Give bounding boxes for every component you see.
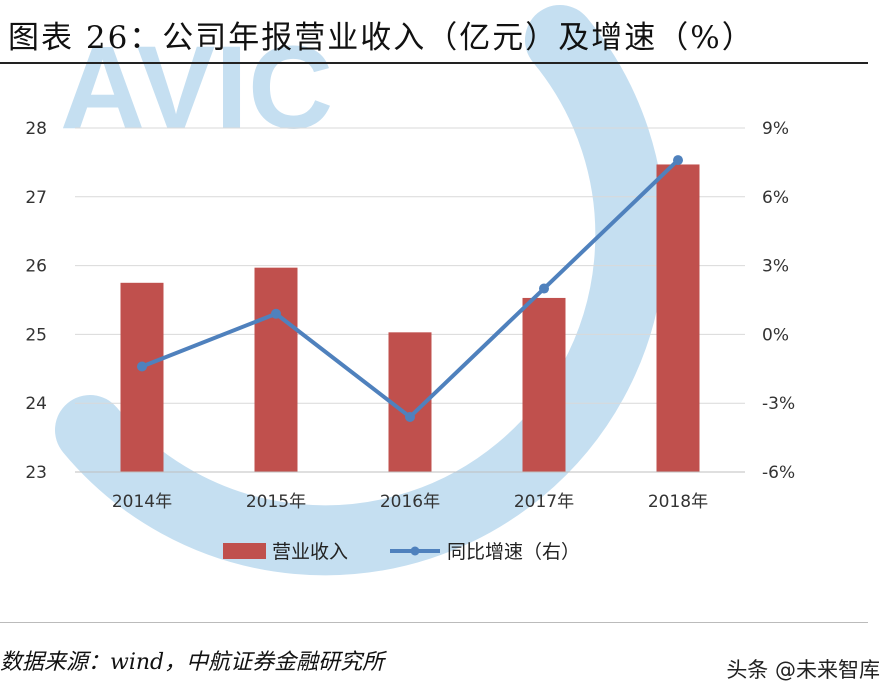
watermark: AVIC bbox=[55, 5, 666, 576]
left-axis-tick-label: 24 bbox=[25, 394, 47, 414]
x-axis-tick-label: 2017年 bbox=[514, 492, 574, 512]
left-axis-tick-label: 26 bbox=[25, 257, 47, 277]
growth-point bbox=[271, 308, 281, 319]
x-axis-tick-label: 2016年 bbox=[380, 492, 440, 512]
title-divider bbox=[0, 62, 868, 64]
growth-point bbox=[137, 361, 147, 372]
credit-label: 头条 @未来智库 bbox=[726, 658, 880, 682]
legend: 营业收入 同比增速（右） bbox=[223, 541, 580, 563]
watermark-text: AVIC bbox=[60, 22, 333, 154]
left-axis-tick-label: 27 bbox=[25, 188, 47, 208]
legend-label-revenue: 营业收入 bbox=[272, 541, 348, 563]
growth-point bbox=[673, 155, 683, 166]
legend-swatch-revenue bbox=[223, 543, 266, 559]
growth-point bbox=[405, 411, 415, 422]
left-axis-tick-label: 25 bbox=[25, 325, 47, 345]
right-axis-tick-label: 6% bbox=[762, 188, 789, 208]
left-axis-ticks: 23 24 25 26 27 28 bbox=[25, 119, 47, 483]
right-axis-ticks: -6% -3% 0% 3% 6% 9% bbox=[762, 119, 795, 483]
x-axis-tick-label: 2018年 bbox=[648, 492, 708, 512]
growth-line-series bbox=[137, 155, 683, 422]
x-axis-tick-label: 2014年 bbox=[112, 492, 172, 512]
right-axis-tick-label: 9% bbox=[762, 119, 789, 139]
growth-point bbox=[539, 283, 549, 294]
right-axis-tick-label: 3% bbox=[762, 257, 789, 277]
revenue-bar bbox=[254, 267, 298, 472]
legend-marker-growth bbox=[410, 546, 420, 556]
right-axis-tick-label: -3% bbox=[762, 394, 795, 414]
footer-divider bbox=[0, 622, 868, 623]
watermark-arc bbox=[55, 5, 666, 576]
right-axis-tick-label: -6% bbox=[762, 463, 795, 483]
x-axis-tick-label: 2015年 bbox=[246, 492, 306, 512]
x-axis-labels: 2014年 2015年 2016年 2017年 2018年 bbox=[112, 492, 708, 512]
source-note: 数据来源：wind，中航证券金融研究所 bbox=[0, 650, 385, 675]
revenue-bar bbox=[656, 164, 700, 473]
legend-label-growth: 同比增速（右） bbox=[447, 541, 580, 563]
right-axis-tick-label: 0% bbox=[762, 325, 789, 345]
left-axis-tick-label: 28 bbox=[25, 119, 47, 139]
left-axis-tick-label: 23 bbox=[25, 463, 47, 483]
revenue-bar bbox=[120, 282, 164, 472]
revenue-bar bbox=[522, 297, 566, 472]
page-title: 图表 26：公司年报营业收入（亿元）及增速（%） bbox=[8, 20, 755, 56]
